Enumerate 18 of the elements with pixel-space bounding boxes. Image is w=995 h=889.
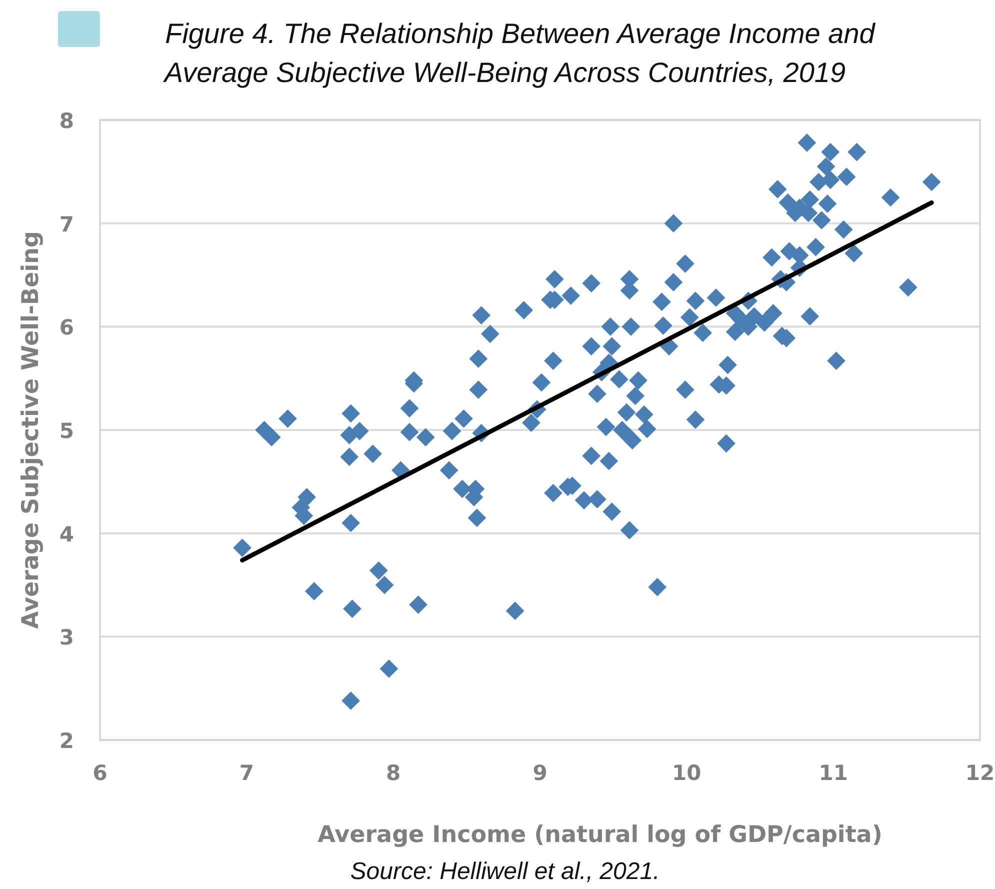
y-tick-label: 8 bbox=[59, 109, 74, 133]
x-tick-label: 10 bbox=[672, 761, 702, 785]
x-tick-label: 7 bbox=[239, 761, 254, 785]
x-tick-label: 11 bbox=[818, 761, 848, 785]
x-tick-label: 9 bbox=[532, 761, 548, 785]
y-tick-label: 3 bbox=[59, 626, 74, 650]
y-tick-label: 2 bbox=[59, 729, 74, 753]
y-axis-title: Average Subjective Well-Being bbox=[18, 231, 44, 629]
x-tick-label: 6 bbox=[92, 761, 108, 785]
y-tick-label: 4 bbox=[59, 522, 74, 546]
x-tick-label: 8 bbox=[386, 761, 401, 785]
source-note: Source: Helliwell et al., 2021. bbox=[350, 858, 660, 885]
y-tick-label: 6 bbox=[59, 316, 74, 340]
chart-title: Figure 4. The Relationship Between Average Income and Average Subjective Well-Being Across Countries, 2019 bbox=[162, 18, 876, 88]
x-tick-label: 12 bbox=[965, 761, 995, 785]
y-tick-label: 5 bbox=[59, 419, 74, 443]
y-tick-label: 7 bbox=[59, 212, 74, 236]
x-axis-title: Average Income (natural log of GDP/capita) bbox=[318, 822, 882, 848]
